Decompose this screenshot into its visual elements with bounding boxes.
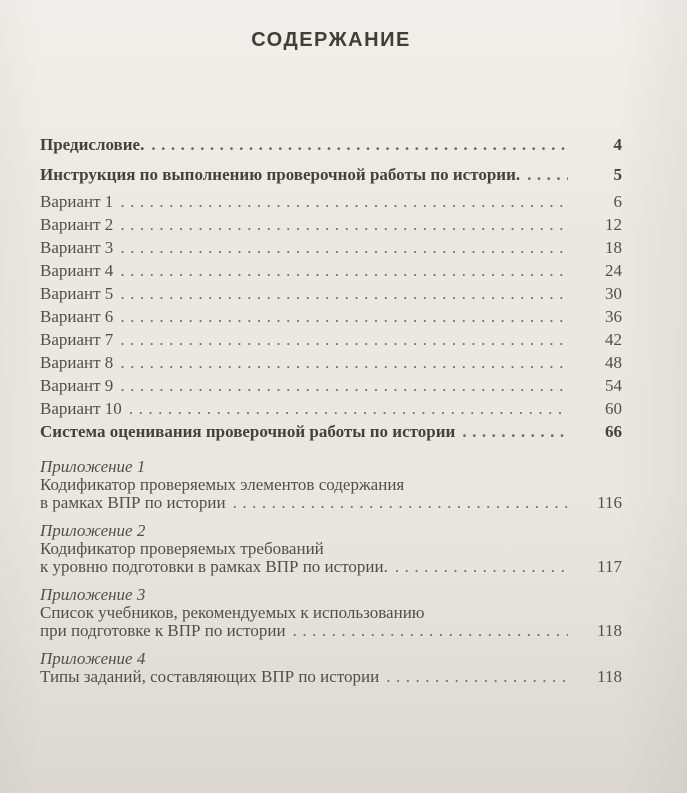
dot-leader: ........................................…: [120, 377, 568, 394]
toc-page-number: 18: [605, 238, 622, 257]
toc-page-number: 118: [597, 667, 622, 686]
dot-leader: ........................................…: [120, 308, 568, 325]
toc-page-number: 118: [597, 621, 622, 640]
toc-entry-label: Предисловие.: [40, 135, 145, 154]
dot-leader: ........................................…: [120, 285, 568, 302]
toc-page-number: 42: [605, 330, 622, 349]
toc-entry-label: Вариант 10: [40, 399, 122, 418]
toc-row-preface: Предисловие.............................…: [40, 136, 622, 153]
dot-leader: ........................................…: [120, 216, 568, 233]
toc-list: Предисловие.............................…: [40, 136, 622, 686]
toc-page-number: 117: [597, 557, 622, 576]
dot-leader: ........................................…: [120, 262, 568, 279]
dot-leader: ........................................…: [394, 558, 568, 576]
toc-row-system: Система оценивания проверочной работы по…: [40, 423, 622, 440]
toc-appendix-block: Приложение 1 Кодификатор проверяемых элем…: [40, 458, 622, 512]
page-title: СОДЕРЖАНИЕ: [251, 29, 411, 51]
toc-page-number: 60: [605, 399, 622, 418]
toc-entry-label: в рамках ВПР по истории: [40, 493, 226, 512]
toc-entry-label: при подготовке к ВПР по истории: [40, 621, 286, 640]
toc-entry-label: к уровню подготовки в рамках ВПР по исто…: [40, 557, 388, 576]
toc-page-number: 24: [605, 261, 622, 280]
toc-row-instruction: Инструкция по выполнению проверочной раб…: [40, 166, 622, 183]
toc-entry-label: Система оценивания проверочной работы по…: [40, 422, 456, 441]
appendix-heading: Приложение 2: [40, 521, 146, 540]
toc-row-variant: Вариант 4...............................…: [40, 262, 622, 279]
dot-leader: ........................................…: [120, 239, 568, 256]
toc-appendix-block: Приложение 3 Список учебников, рекомендуе…: [40, 586, 622, 640]
dot-leader: ........................................…: [527, 166, 568, 183]
dot-leader: ........................................…: [232, 494, 568, 512]
toc-entry-label: Вариант 7: [40, 330, 114, 349]
appendix-heading: Приложение 3: [40, 585, 146, 604]
toc-content: СОДЕРЖАНИЕ Предисловие..................…: [40, 28, 622, 686]
dot-leader: ........................................…: [386, 668, 568, 686]
toc-entry-label: Вариант 8: [40, 353, 114, 372]
toc-entry-label: Вариант 6: [40, 307, 114, 326]
dot-leader: ........................................…: [151, 136, 568, 153]
dot-leader: ........................................…: [462, 423, 568, 440]
dot-leader: ........................................…: [120, 354, 568, 371]
toc-page-number: 54: [605, 376, 622, 395]
toc-appendix-block: Приложение 4 Типы заданий, составляющих В…: [40, 650, 622, 686]
toc-page-number: 30: [605, 284, 622, 303]
toc-entry-label: Вариант 9: [40, 376, 114, 395]
toc-row-variant: Вариант 9...............................…: [40, 377, 622, 394]
toc-page-number: 48: [605, 353, 622, 372]
toc-page-number: 66: [605, 422, 622, 441]
toc-row-variant: Вариант 2...............................…: [40, 216, 622, 233]
toc-entry-label: Вариант 2: [40, 215, 114, 234]
toc-row-appendix-tail: в рамках ВПР по истории.................…: [40, 494, 622, 512]
toc-entry-label: Типы заданий, составляющих ВПР по истори…: [40, 667, 380, 686]
toc-page-number: 5: [613, 165, 623, 184]
toc-page-number: 36: [605, 307, 622, 326]
toc-row-variant: Вариант 8...............................…: [40, 354, 622, 371]
toc-row-appendix-tail: к уровню подготовки в рамках ВПР по исто…: [40, 558, 622, 576]
toc-row-variant: Вариант 3...............................…: [40, 239, 622, 256]
appendix-heading: Приложение 4: [40, 649, 146, 668]
appendix-text-line: Список учебников, рекомендуемых к исполь…: [40, 603, 425, 622]
toc-page-number: 12: [605, 215, 622, 234]
toc-appendix-block: Приложение 2 Кодификатор проверяемых треб…: [40, 522, 622, 576]
toc-entry-label: Вариант 5: [40, 284, 114, 303]
toc-row-variant: Вариант 6...............................…: [40, 308, 622, 325]
toc-page-number: 4: [613, 135, 623, 154]
toc-entry-label: Вариант 4: [40, 261, 114, 280]
toc-entry-label: Вариант 3: [40, 238, 114, 257]
toc-page-number: 6: [613, 192, 623, 211]
toc-row-variant: Вариант 7...............................…: [40, 331, 622, 348]
toc-row-variant: Вариант 1...............................…: [40, 193, 622, 210]
toc-row-appendix-tail: Типы заданий, составляющих ВПР по истори…: [40, 668, 622, 686]
dot-leader: ........................................…: [120, 193, 568, 210]
toc-row-variant: Вариант 5...............................…: [40, 285, 622, 302]
dot-leader: ........................................…: [120, 331, 568, 348]
toc-entry-label: Вариант 1: [40, 192, 114, 211]
toc-entry-label: Инструкция по выполнению проверочной раб…: [40, 165, 521, 184]
appendix-text-line: Кодификатор проверяемых требований: [40, 539, 324, 558]
dot-leader: ........................................…: [292, 622, 568, 640]
appendix-heading: Приложение 1: [40, 457, 146, 476]
toc-page-number: 116: [597, 493, 622, 512]
toc-row-variant: Вариант 10..............................…: [40, 400, 622, 417]
toc-row-appendix-tail: при подготовке к ВПР по истории.........…: [40, 622, 622, 640]
appendix-text-line: Кодификатор проверяемых элементов содерж…: [40, 475, 405, 494]
dot-leader: ........................................…: [128, 400, 568, 417]
